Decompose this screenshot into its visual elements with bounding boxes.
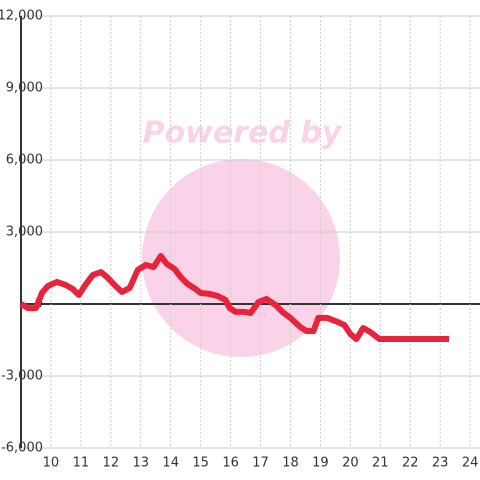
- x-tick-label: 18: [282, 456, 299, 471]
- y-tick-label: 6,000: [6, 153, 43, 168]
- y-tick-label: 3,000: [6, 225, 43, 240]
- x-tick-label: 11: [73, 456, 90, 471]
- y-tick-label: -3,000: [1, 369, 43, 384]
- x-tick-label: 14: [162, 456, 179, 471]
- x-tick-label: 23: [432, 456, 449, 471]
- watermark: Powered by: [143, 116, 343, 151]
- x-tick-label: 19: [312, 456, 329, 471]
- x-tick-label: 15: [192, 456, 209, 471]
- x-tick-label: 21: [372, 456, 389, 471]
- watermark-circle: [142, 159, 340, 357]
- y-tick-label: -6,000: [1, 441, 43, 456]
- x-tick-label: 10: [43, 456, 60, 471]
- x-tick-label: 17: [252, 456, 269, 471]
- x-tick-label: 20: [342, 456, 359, 471]
- x-tick-label: 22: [402, 456, 419, 471]
- x-tick-label: 12: [103, 456, 120, 471]
- x-tick-label: 24: [462, 456, 479, 471]
- x-tick-label: 16: [222, 456, 239, 471]
- y-tick-label: 9,000: [6, 81, 43, 96]
- x-tick-label: 13: [132, 456, 149, 471]
- line: [19, 253, 450, 343]
